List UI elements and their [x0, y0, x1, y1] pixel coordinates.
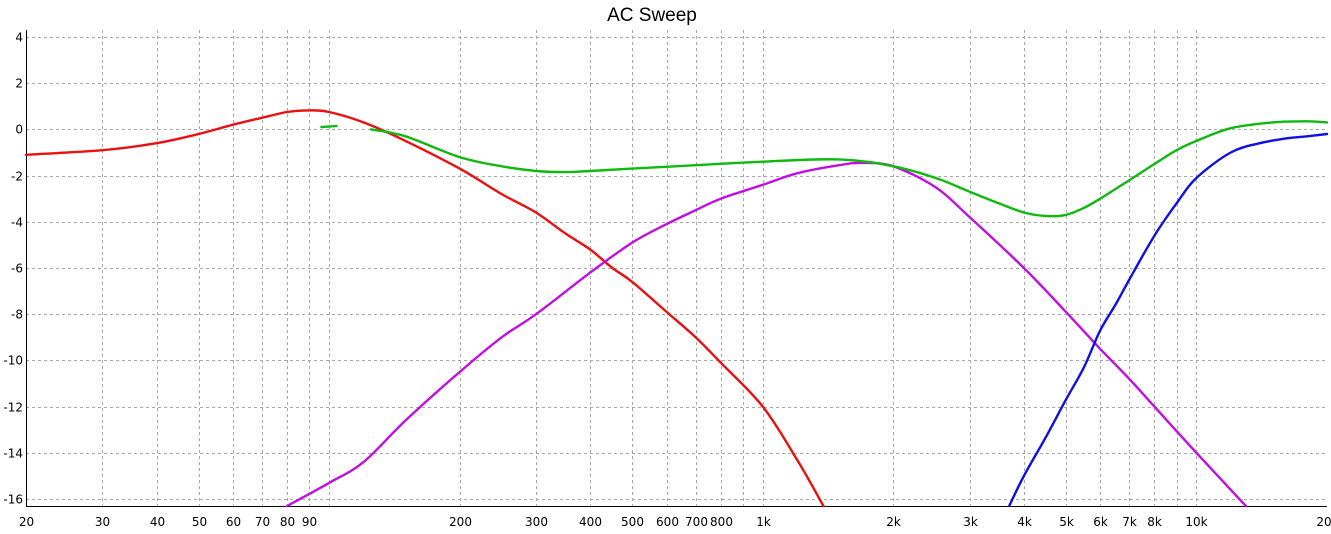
- series-line-1: [24, 109, 825, 508]
- x-tick-label: 4k: [1017, 515, 1032, 529]
- x-tick-label: 40: [150, 515, 165, 529]
- x-tick-label: 600: [656, 515, 679, 529]
- series-lines: [24, 109, 1329, 508]
- x-tick-label: 20k: [1316, 515, 1331, 529]
- x-tick-label: 700: [685, 515, 708, 529]
- y-tick-label: -4: [11, 216, 23, 230]
- x-tick-label: 2k: [886, 515, 901, 529]
- x-tick-label: 300: [525, 515, 548, 529]
- y-tick-label: 0: [15, 123, 23, 137]
- x-tick-label: 800: [710, 515, 733, 529]
- x-tick-label: 400: [579, 515, 602, 529]
- y-tick-label: -14: [3, 447, 23, 461]
- series-line-2: [285, 161, 1248, 508]
- x-tick-label: 50: [192, 515, 207, 529]
- x-tick-labels: 20 30 40 50 60 70 80 90 200 300 400 500 600 700 800 1k 2…: [19, 515, 1331, 529]
- x-tick-label: 60: [226, 515, 241, 529]
- x-tick-label: 20: [19, 515, 34, 529]
- y-tick-label: -6: [11, 262, 23, 276]
- series-line-4: [369, 120, 1329, 218]
- y-tick-label: -16: [3, 493, 23, 507]
- grid-lines: [26, 30, 1327, 506]
- chart-title: AC Sweep: [607, 5, 697, 26]
- y-tick-label: -12: [3, 401, 23, 415]
- series-line-5: [320, 124, 338, 129]
- x-tick-label: 6k: [1093, 515, 1108, 529]
- x-tick-label: 1k: [756, 515, 771, 529]
- y-tick-label: -8: [11, 308, 23, 322]
- x-tick-label: 7k: [1122, 515, 1137, 529]
- y-tick-label: 4: [15, 31, 23, 45]
- y-tick-labels: 4 2 0 -2 -4 -6 -8 -10 -12 -14 -16: [3, 31, 23, 507]
- x-tick-label: 30: [95, 515, 110, 529]
- series-line-3: [1008, 132, 1329, 508]
- x-tick-label: 90: [302, 515, 317, 529]
- x-tick-label: 8k: [1147, 515, 1162, 529]
- x-tick-label: 500: [621, 515, 644, 529]
- x-tick-label: 70: [255, 515, 270, 529]
- x-tick-label: 10k: [1185, 515, 1207, 529]
- y-tick-label: -2: [11, 170, 23, 184]
- x-tick-label: 3k: [963, 515, 978, 529]
- x-tick-label: 5k: [1059, 515, 1074, 529]
- axes: [26, 30, 1327, 507]
- x-tick-label: 80: [280, 515, 295, 529]
- y-tick-label: 2: [15, 77, 23, 91]
- y-tick-label: -10: [3, 354, 23, 368]
- x-tick-label: 200: [449, 515, 472, 529]
